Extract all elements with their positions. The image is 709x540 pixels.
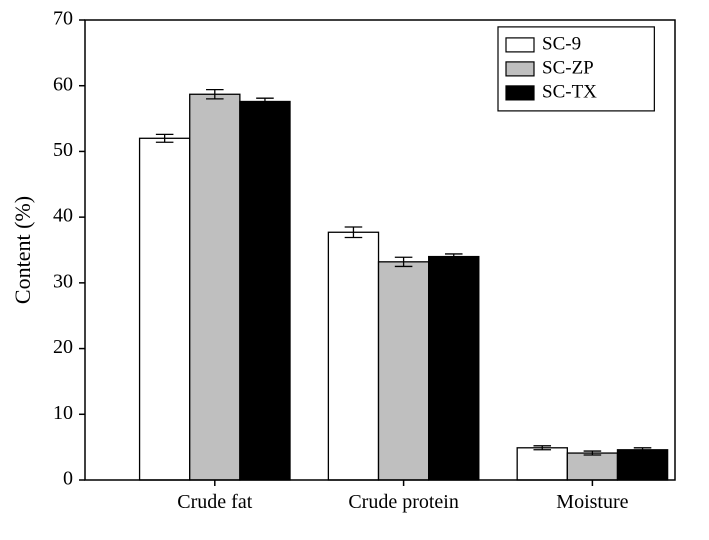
bar-SC-9	[328, 232, 378, 480]
y-tick-label: 50	[53, 139, 73, 161]
x-tick-label: Crude protein	[348, 491, 459, 513]
bar-SC-9	[140, 138, 190, 480]
bar-SC-TX	[429, 257, 479, 480]
x-tick-label: Crude fat	[177, 491, 252, 513]
x-tick-label: Moisture	[556, 491, 628, 513]
bar-SC-ZP	[567, 453, 617, 480]
bar-chart: 0 10 20 30 40 50 60 70 Content (%) Crude fat Crude…	[0, 0, 709, 540]
y-axis-label: Content (%)	[10, 196, 35, 304]
bar-SC-ZP	[379, 262, 429, 480]
y-tick-label: 70	[53, 8, 73, 30]
y-tick-label: 40	[53, 205, 73, 227]
legend-label: SC-TX	[542, 81, 597, 102]
bar-SC-TX	[240, 101, 290, 480]
legend-label: SC-9	[542, 33, 581, 54]
y-tick-label: 20	[53, 336, 73, 358]
y-tick-label: 0	[63, 468, 73, 490]
y-tick-label: 10	[53, 402, 73, 424]
chart-container: 0 10 20 30 40 50 60 70 Content (%) Crude fat Crude…	[0, 0, 709, 540]
y-tick-label: 60	[53, 73, 73, 95]
legend-label: SC-ZP	[542, 57, 594, 78]
bar-SC-9	[517, 448, 567, 480]
y-tick-label: 30	[53, 270, 73, 292]
bar-SC-ZP	[190, 94, 240, 480]
bar-SC-TX	[617, 450, 667, 480]
legend: SC-9 SC-ZP SC-TX	[498, 27, 654, 111]
